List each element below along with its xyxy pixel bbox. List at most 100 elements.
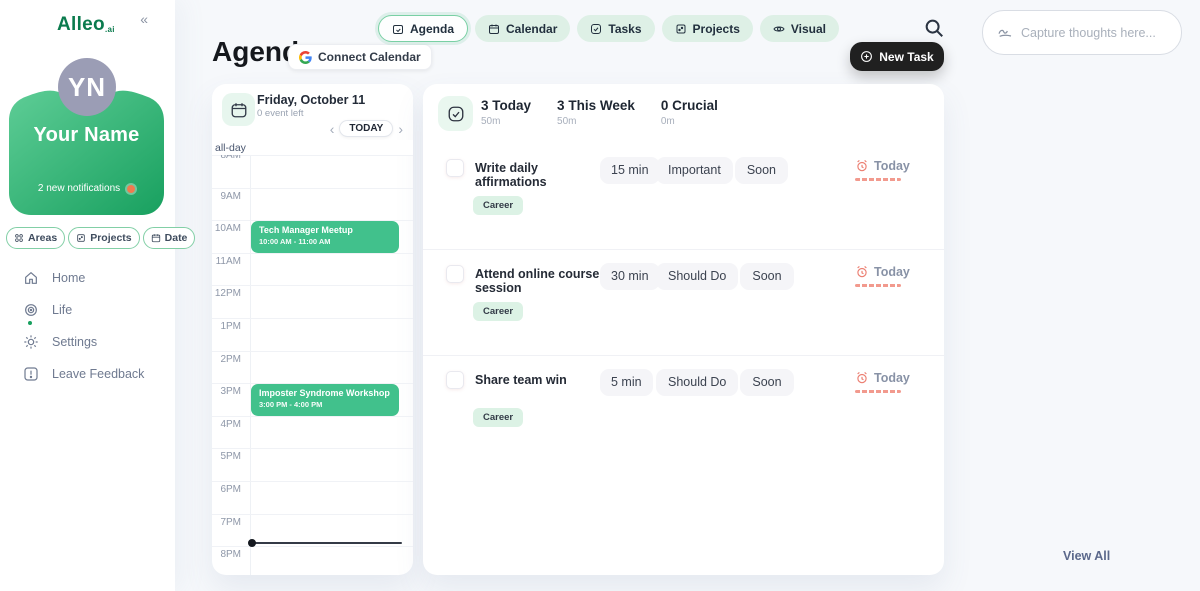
notifications-text: 2 new notifications (37, 183, 121, 194)
task-title[interactable]: Attend online course session (475, 267, 600, 295)
capture-thoughts-box[interactable] (982, 10, 1182, 55)
task-tag[interactable]: Career (473, 196, 524, 215)
google-icon (299, 50, 312, 64)
task-duration-pill[interactable]: 5 min (600, 369, 653, 396)
task-checkbox[interactable] (446, 265, 464, 283)
task-title[interactable]: Write daily affirmations (475, 161, 547, 189)
task-due-badge[interactable]: Today (855, 159, 910, 173)
filter-areas-label: Areas (28, 232, 58, 244)
next-day-icon[interactable]: › (398, 120, 403, 137)
task-duration-pill[interactable]: 15 min (600, 157, 660, 184)
stat-crucial: 0 Crucial 0m (661, 96, 718, 127)
time-label: 8AM (220, 150, 241, 161)
task-title[interactable]: Share team win (475, 373, 567, 387)
task-checkbox[interactable] (446, 159, 464, 177)
time-axis-divider (250, 140, 251, 575)
calendar-hour-slot[interactable]: 5PM (212, 448, 413, 481)
filter-projects-label: Projects (90, 232, 132, 244)
notifications-link[interactable]: 2 new notifications (9, 183, 164, 194)
user-card-background (9, 90, 164, 215)
calendar-hour-slot[interactable]: 4PM (212, 415, 413, 449)
prev-day-icon[interactable]: ‹ (329, 120, 335, 137)
event-title: Tech Manager Meetup (259, 225, 353, 235)
calendar-date-icon (222, 93, 255, 126)
task-priority-pill[interactable]: Should Do (656, 263, 739, 290)
calendar-hour-slot[interactable]: 10AM (212, 220, 413, 253)
sidebar-item-settings[interactable]: Settings (0, 326, 175, 358)
task-priority-pill[interactable]: Should Do (656, 369, 739, 396)
connect-calendar-label: Connect Calendar (318, 50, 421, 64)
calendar-hour-slot[interactable]: 11AM (212, 252, 413, 286)
time-label: 3PM (220, 386, 241, 398)
task-urgency-pill[interactable]: Soon (740, 263, 794, 290)
tab-label: Projects (692, 21, 740, 36)
home-icon (25, 272, 37, 284)
tab-projects[interactable]: Projects (661, 15, 753, 42)
notification-dot-icon (127, 184, 136, 193)
user-name: Your Name (33, 124, 140, 146)
user-card: Your Name 2 new notifications (9, 87, 164, 215)
stat-count: 3 (481, 98, 489, 113)
calendar-icon (151, 234, 160, 243)
task-tag[interactable]: Career (473, 302, 524, 321)
view-all-link[interactable]: View All (1063, 549, 1111, 563)
events-left-text: 0 event left (257, 108, 304, 119)
calendar-hour-slot[interactable]: 1PM (212, 317, 413, 351)
event-time: 3:00 PM - 4:00 PM (259, 400, 323, 409)
calendar-hour-slot[interactable]: 3PM (212, 383, 413, 416)
task-checkbox[interactable] (446, 371, 464, 389)
calendar-event[interactable]: Imposter Syndrome Workshop 3:00 PM - 4:0… (251, 384, 399, 416)
alarm-icon (857, 372, 867, 384)
avatar[interactable]: YN (58, 58, 116, 116)
scribble-icon (998, 29, 1012, 37)
calendar-hour-slot[interactable]: 9AM (212, 187, 413, 221)
tab-tasks[interactable]: Tasks (577, 15, 655, 42)
new-task-button[interactable]: New Task (850, 42, 944, 71)
calendar-hour-slot[interactable]: 2PM (212, 350, 413, 384)
filter-areas-button[interactable]: Areas (6, 227, 66, 249)
task-urgency-pill[interactable]: Soon (734, 157, 789, 184)
tab-calendar[interactable]: Calendar (475, 15, 571, 42)
plus-circle-icon (861, 51, 873, 62)
tab-label: Visual (790, 21, 827, 36)
sidebar-item-home[interactable]: Home (0, 262, 175, 294)
sidebar-item-label: Leave Feedback (52, 367, 145, 381)
connect-calendar-button[interactable]: Connect Calendar (288, 44, 432, 70)
calendar-event[interactable]: Tech Manager Meetup 10:00 AM - 11:00 AM (251, 221, 399, 253)
time-label: 1PM (220, 320, 241, 332)
sidebar-collapse-icon[interactable]: « (140, 11, 148, 27)
calendar-hour-slot[interactable]: 12PM (212, 285, 413, 318)
search-icon[interactable] (923, 17, 945, 39)
filter-projects-button[interactable]: Projects (68, 227, 140, 249)
current-time-indicator (248, 539, 402, 547)
sidebar-item-leave-feedback[interactable]: Leave Feedback (0, 358, 175, 390)
capture-thoughts-input[interactable] (1021, 25, 1171, 40)
stat-this-week: 3 This Week 50m (557, 96, 635, 127)
calendar-hour-slot[interactable]: 8AM (212, 150, 413, 188)
calendar-hour-slot[interactable]: 7PM (212, 513, 413, 547)
tab-agenda[interactable]: Agenda (378, 15, 469, 42)
task-urgency-pill[interactable]: Soon (740, 369, 794, 396)
task-due-label: Today (874, 265, 910, 279)
tab-visual[interactable]: Visual (759, 15, 840, 42)
today-button[interactable]: TODAY (339, 120, 394, 137)
task-due-badge[interactable]: Today (855, 265, 910, 279)
sidebar-filters: Areas Projects Date (6, 227, 196, 249)
task-duration-pill[interactable]: 30 min (600, 263, 660, 290)
sidebar-item-label: Home (52, 271, 86, 285)
calendar-hour-slot[interactable]: 6PM (212, 480, 413, 514)
time-label: 11AM (215, 255, 241, 267)
sidebar-item-life[interactable]: Life (0, 294, 175, 326)
task-due-badge[interactable]: Today (855, 371, 910, 385)
task-stats: 3 Today 50m 3 This Week 50m 0 Crucial 0m (438, 96, 718, 131)
gear-icon (24, 335, 38, 349)
task-priority-pill[interactable]: Important (656, 157, 733, 184)
filter-date-button[interactable]: Date (142, 227, 196, 249)
all-day-row: all-day (212, 140, 413, 155)
task-tag[interactable]: Career (473, 408, 524, 427)
check-square-icon (591, 23, 602, 34)
filter-date-label: Date (164, 232, 188, 244)
task-priority-group: Important Soon (656, 157, 789, 184)
calendar-hour-slot[interactable]: 8PM (212, 546, 413, 575)
